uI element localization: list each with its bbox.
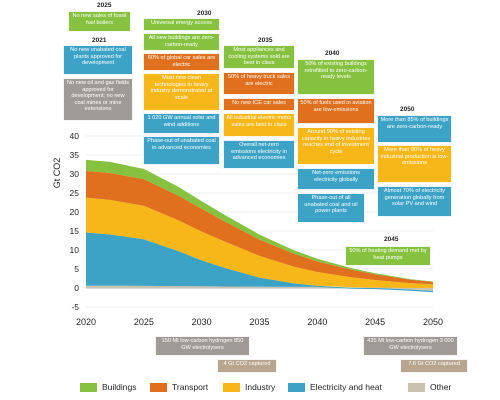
milestone-2035-ice-cars: No new ICE car sales [223, 98, 295, 111]
year-2035: 2035 [258, 37, 273, 44]
area-transport [86, 171, 433, 285]
y-tick-label: -5 [71, 302, 79, 312]
y-tick-labels: -5 0 5 10 15 20 25 30 35 40 [70, 131, 80, 312]
milestone-2040-aviation: 50% of fuels used in aviation are low-em… [297, 98, 375, 124]
milestone-2040-heavy-industry: Around 90% of existing capacity in heavy… [297, 127, 375, 165]
legend-item-buildings: Buildings [80, 381, 137, 393]
y-tick-label: 35 [70, 150, 80, 160]
milestone-2030-coal-phaseout: Phase-out of unabated coal in advanced e… [143, 136, 220, 165]
milestone-2035-motors: All industrial electric motor sales are … [223, 113, 295, 137]
x-tick-labels: 2020 2025 2030 2035 2040 2045 2050 [76, 317, 443, 327]
legend-label-buildings: Buildings [102, 382, 137, 392]
milestone-2035-appliances: Most appliances and cooling systems sold… [223, 45, 295, 69]
milestone-2050-solar-wind: Almost 70% of electricity generation glo… [377, 186, 452, 217]
legend-label-electricity: Electricity and heat [310, 382, 382, 392]
bottom-2050-co2-captured: 7.6 Gt CO2 captured [400, 359, 468, 373]
year-2045: 2045 [384, 236, 399, 243]
legend-label-industry: Industry [245, 382, 276, 392]
milestone-2040-retrofit: 50% of existing buildings retrofitted to… [297, 59, 375, 95]
legend-item-transport: Transport [150, 381, 208, 393]
area-other [86, 285, 433, 291]
milestone-2045-heat-pumps: 50% of heating demand met by heat pumps [345, 246, 431, 266]
milestone-2035-trucks: 50% of heavy truck sales are electric [223, 72, 295, 95]
y-axis-label: Gt CO2 [52, 158, 62, 189]
legend-item-industry: Industry [223, 381, 275, 393]
y-tick-label: 40 [70, 131, 80, 141]
milestone-2021-oil-gas: No new oil and gas fields approved for d… [63, 78, 133, 121]
x-tick-label: 2040 [307, 317, 327, 327]
stacked-areas [86, 159, 433, 293]
bottom-2035-co2-captured: 4 Gt CO2 captured [217, 359, 277, 373]
milestone-2050-industry: More than 90% of heavy industrial produc… [377, 145, 452, 183]
milestone-2040-coal-oil: Phase-out of all unabated coal and oil p… [297, 193, 365, 223]
milestone-2025-boilers: No new sales of fossil fuel boilers [68, 11, 131, 32]
area-industry [86, 197, 433, 288]
year-2030: 2030 [197, 10, 212, 17]
area-buildings [86, 159, 433, 282]
x-tick-label: 2020 [76, 317, 96, 327]
x-tick-label: 2045 [365, 317, 385, 327]
y-tick-label: 20 [70, 207, 80, 217]
bottom-2030-hydrogen: 150 Mt low-carbon hydrogen 850 GW electr… [155, 336, 250, 356]
milestone-2030-solar-wind: 1 020 GW annual solar and wind additions [143, 113, 220, 134]
legend-swatch-electricity [288, 382, 305, 392]
milestone-2030-energy-access: Universal energy access [143, 18, 220, 31]
x-tick-label: 2050 [423, 317, 443, 327]
milestone-2035-power: Overall net-zero emissions electricity i… [223, 140, 295, 169]
year-2040: 2040 [325, 50, 340, 57]
x-tick-label: 2030 [192, 317, 212, 327]
year-2025: 2025 [97, 2, 112, 9]
legend-swatch-transport [150, 382, 167, 392]
milestone-2040-electricity: Net-zero emissions electricity globally [297, 168, 375, 190]
milestone-2030-cars: 60% of global car sales are electric [143, 53, 220, 71]
legend-swatch-buildings [80, 382, 97, 392]
legend-item-other: Other [408, 381, 451, 393]
legend-label-other: Other [430, 382, 452, 392]
legend-label-transport: Transport [172, 382, 209, 392]
legend-swatch-other [408, 382, 425, 392]
y-tick-label: 5 [74, 264, 79, 274]
y-tick-label: 15 [70, 226, 80, 236]
area-electricity-and-heat [86, 232, 433, 293]
x-tick-label: 2025 [134, 317, 154, 327]
legend-item-electricity: Electricity and heat [288, 381, 382, 393]
y-tick-label: 0 [74, 283, 79, 293]
milestone-2030-buildings: All new buildings are zero-carbon-ready [143, 33, 220, 51]
legend-swatch-industry [223, 382, 240, 392]
y-tick-label: 10 [70, 245, 80, 255]
x-tick-label: 2035 [249, 317, 269, 327]
milestone-2021-coal: No new unabated coal plants approved for… [63, 45, 133, 75]
y-tick-label: 30 [70, 169, 80, 179]
milestone-2050-buildings: More than 85% of buildings are zero-carb… [377, 115, 452, 143]
year-2050: 2050 [400, 106, 415, 113]
milestone-2030-industry: Most new clean technologies in heavy ind… [143, 73, 220, 111]
bottom-2045-hydrogen: 435 Mt low-carbon hydrogen 3 000 GW elec… [363, 336, 458, 356]
y-tick-label: 25 [70, 188, 80, 198]
year-2021: 2021 [92, 37, 107, 44]
